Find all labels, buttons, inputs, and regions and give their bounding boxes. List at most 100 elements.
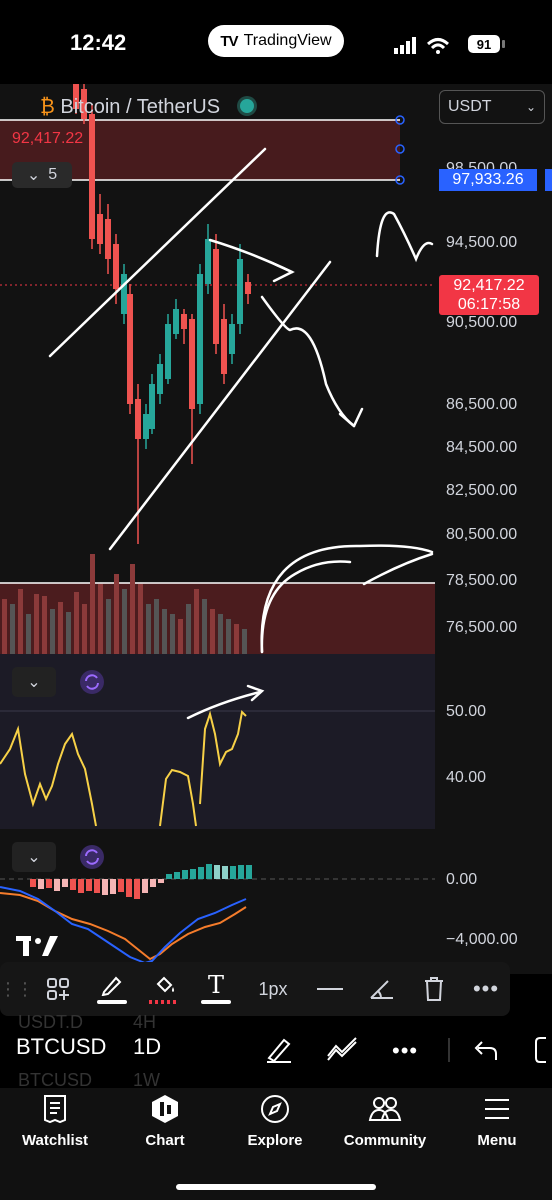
axis-label: 90,500.00 bbox=[446, 314, 518, 331]
nav-explore-label: Explore bbox=[247, 1132, 303, 1149]
divider bbox=[448, 1038, 450, 1062]
nav-watchlist-label: Watchlist bbox=[21, 1132, 89, 1149]
symbol-title[interactable]: ₿ Bitcoin / TetherUS bbox=[40, 96, 254, 119]
nav-chart-label: Chart bbox=[145, 1132, 185, 1149]
angle-icon bbox=[370, 980, 393, 999]
axis-label: 80,500.00 bbox=[446, 526, 518, 543]
battery-indicator: 91 bbox=[468, 35, 500, 53]
bitcoin-icon: ₿ bbox=[40, 96, 55, 118]
bar-countdown: 06:17:58 bbox=[457, 296, 521, 313]
rsi-axis-label: 50.00 bbox=[446, 703, 487, 720]
level-price-tag: 97,933.26 bbox=[439, 169, 537, 191]
pencil-color-button[interactable] bbox=[94, 972, 130, 1006]
chevron-down-icon: ⌄ bbox=[27, 849, 41, 866]
ghost-interval-bottom: 1W bbox=[133, 1070, 160, 1090]
axis-label: 94,500.00 bbox=[446, 234, 518, 251]
hamburger-menu-icon bbox=[485, 1099, 509, 1119]
color-swatch-white bbox=[97, 1000, 127, 1004]
trash-icon bbox=[425, 977, 443, 1001]
shapes-plus-icon bbox=[47, 978, 69, 1000]
rsi-collapse-button[interactable]: ⌄ bbox=[12, 667, 56, 697]
axis-label: 76,500.00 bbox=[446, 619, 518, 636]
rsi-axis bbox=[435, 654, 552, 829]
fullscreen-icon[interactable] bbox=[534, 1036, 552, 1064]
last-price: 92,417.22 bbox=[453, 277, 525, 294]
rsi-sync-button[interactable] bbox=[77, 667, 107, 697]
axis-label: 78,500.00 bbox=[446, 572, 518, 589]
market-status-icon bbox=[239, 99, 254, 113]
undo-icon[interactable] bbox=[472, 1038, 500, 1062]
color-swatch-white bbox=[201, 1000, 231, 1004]
rsi-svg bbox=[0, 684, 435, 827]
chart-icon bbox=[152, 1095, 178, 1123]
text-color-button[interactable]: T bbox=[198, 972, 234, 1006]
symbol-picker[interactable]: BTCUSD bbox=[16, 1034, 107, 1059]
sync-icon bbox=[80, 845, 104, 869]
draw-tool-icon[interactable] bbox=[264, 1034, 294, 1064]
ghost-symbol-top: USDT.D bbox=[18, 1012, 84, 1032]
ghost-interval-top: 4H bbox=[133, 1012, 157, 1032]
indicator-count: 5 bbox=[48, 166, 58, 183]
signal-wifi-icons bbox=[394, 37, 450, 54]
macd-collapse-button[interactable]: ⌄ bbox=[12, 842, 56, 872]
macd-sync-button[interactable] bbox=[77, 842, 107, 872]
nav-watchlist[interactable]: Watchlist bbox=[0, 1094, 110, 1149]
text-icon: T bbox=[207, 971, 224, 999]
compass-icon bbox=[261, 1095, 289, 1123]
line-style-icon bbox=[317, 988, 343, 990]
status-time: 12:42 bbox=[70, 30, 127, 55]
macd-svg bbox=[0, 864, 435, 965]
more-tools-icon[interactable]: ••• bbox=[472, 976, 500, 1001]
chevron-down-icon: ⌄ bbox=[26, 167, 41, 184]
nav-menu[interactable]: Menu bbox=[442, 1094, 552, 1149]
drag-handle-icon[interactable]: ⋮⋮ bbox=[0, 978, 34, 999]
hand-drawn-annotations bbox=[48, 147, 434, 654]
axis-label: 82,500.00 bbox=[446, 482, 518, 499]
app-pill-label: TradingView bbox=[243, 32, 332, 49]
macd-axis-label: 0.00 bbox=[446, 871, 478, 888]
currency-select[interactable]: USDT ⌄ bbox=[439, 90, 545, 124]
object-tree-button[interactable] bbox=[40, 972, 76, 1006]
candlesticks bbox=[73, 84, 251, 544]
line-width-button[interactable]: 1px bbox=[258, 978, 288, 999]
battery-tip bbox=[502, 40, 505, 48]
delete-button[interactable] bbox=[416, 972, 452, 1006]
nav-community[interactable]: Community bbox=[330, 1094, 440, 1149]
watchlist-icon bbox=[44, 1095, 66, 1124]
rsi-axis-label: 40.00 bbox=[446, 769, 487, 786]
chevron-down-icon: ⌄ bbox=[525, 100, 536, 114]
angle-button[interactable] bbox=[364, 972, 400, 1006]
nav-menu-label: Menu bbox=[477, 1132, 517, 1149]
axis-label: 86,500.00 bbox=[446, 396, 518, 413]
collapse-indicators-button[interactable]: ⌄ 5 bbox=[12, 162, 72, 188]
tradingview-watermark-icon bbox=[16, 936, 58, 956]
tradingview-logo-icon: TV bbox=[220, 32, 238, 50]
pattern-tool-icon[interactable] bbox=[326, 1036, 358, 1062]
more-options-icon[interactable]: ••• bbox=[392, 1038, 419, 1063]
axis-label: 84,500.00 bbox=[446, 439, 518, 456]
fill-color-button[interactable] bbox=[146, 972, 182, 1006]
support-zone bbox=[0, 583, 435, 654]
sync-icon bbox=[80, 670, 104, 694]
community-icon bbox=[368, 1097, 402, 1121]
currency-value: USDT bbox=[448, 98, 492, 115]
nav-community-label: Community bbox=[343, 1132, 427, 1149]
price-label-left: 92,417.22 bbox=[12, 130, 84, 147]
pencil-icon bbox=[101, 976, 122, 996]
tradingview-pill[interactable]: TV TradingView bbox=[208, 25, 344, 57]
symbol-title-text: Bitcoin / TetherUS bbox=[60, 96, 221, 118]
macd-histogram bbox=[30, 864, 252, 899]
ghost-symbol-bottom: BTCUSD bbox=[18, 1070, 93, 1090]
volume-bars bbox=[2, 554, 247, 654]
home-indicator[interactable] bbox=[176, 1184, 376, 1190]
line-style-button[interactable] bbox=[312, 972, 348, 1006]
nav-explore[interactable]: Explore bbox=[220, 1094, 330, 1149]
paint-bucket-icon bbox=[156, 976, 174, 993]
macd-axis-label: −4,000.00 bbox=[446, 931, 518, 948]
rsi-pane[interactable] bbox=[0, 654, 435, 829]
color-swatch-red bbox=[149, 1000, 179, 1004]
nav-chart[interactable]: Chart bbox=[110, 1094, 220, 1149]
interval-picker[interactable]: 1D bbox=[133, 1034, 162, 1059]
drawing-toolbar bbox=[0, 962, 510, 1016]
last-price-tag: 92,417.22 06:17:58 bbox=[439, 275, 539, 315]
